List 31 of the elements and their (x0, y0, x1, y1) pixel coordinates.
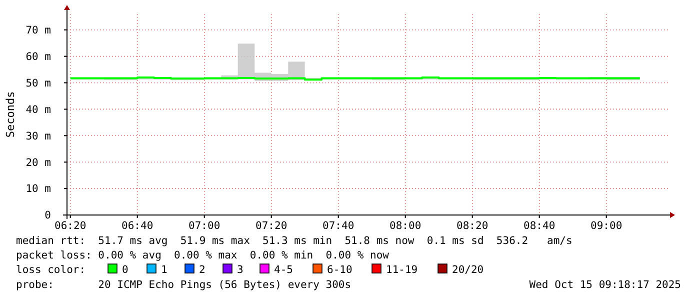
y-tick-label: 0 (44, 210, 51, 222)
legend-title: loss color: (16, 264, 86, 276)
legend-label: 6-10 (327, 264, 352, 276)
y-tick-label: 10 m (26, 183, 51, 196)
x-tick-label: 09:00 (590, 220, 622, 232)
x-tick-label: 07:20 (256, 220, 288, 232)
legend-label: 2 (199, 264, 206, 276)
y-tick-label: 20 m (26, 156, 51, 169)
x-tick-label: 06:20 (54, 220, 86, 232)
text: Wed Oct 15 09:18:17 2025 (529, 279, 681, 291)
x-tick-label: 08:00 (390, 220, 422, 232)
y-tick-label: 60 m (26, 50, 51, 63)
legend-label: 3 (237, 264, 244, 276)
x-tick-label: 08:20 (456, 220, 488, 232)
y-axis-title: Seconds (4, 91, 17, 138)
y-tick-label: 40 m (26, 104, 51, 116)
y-tick-label: 70 m (26, 24, 51, 37)
y-tick-label: 30 m (26, 130, 51, 142)
legend-label: 4-5 (274, 264, 293, 276)
text: probe: 20 ICMP Echo Pings (56 Bytes) every 300s (16, 279, 352, 291)
x-tick-label: 07:40 (322, 220, 354, 232)
text: median rtt: 51.7 ms avg 51.9 ms max 51.3 ms min 51.8 ms now 0.1 ms sd 536.2 am/s (16, 235, 572, 247)
legend-label: 0 (122, 264, 128, 276)
text: packet loss: 0.00 % avg 0.00 % max 0.00 % min 0.00 % now (16, 250, 390, 262)
x-tick-label: 07:00 (188, 220, 220, 232)
x-tick-label: 06:40 (122, 220, 154, 232)
x-tick-label: 08:40 (524, 220, 556, 232)
legend-label: 1 (161, 264, 168, 276)
y-tick-label: 50 m (26, 77, 51, 90)
legend-label: 11-19 (386, 264, 418, 276)
legend-label: 20/20 (452, 264, 484, 276)
